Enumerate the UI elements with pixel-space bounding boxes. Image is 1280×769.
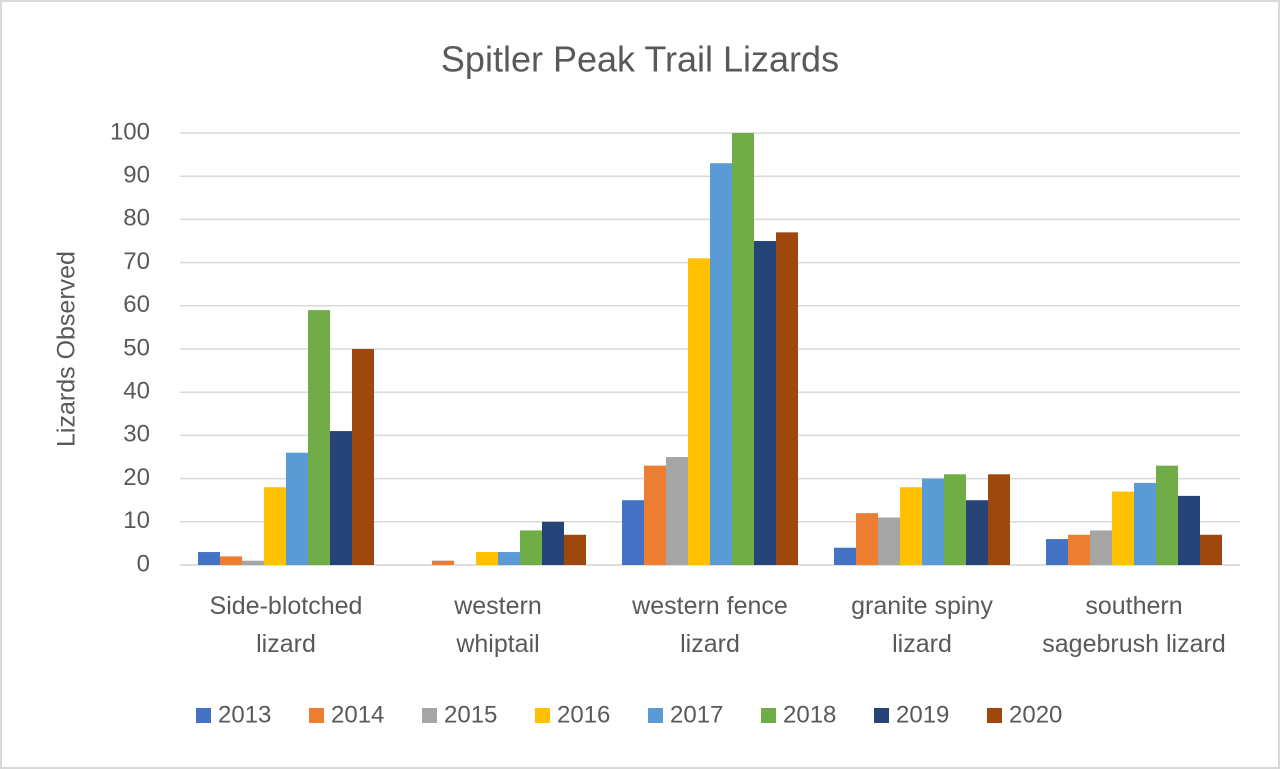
bar — [988, 474, 1010, 565]
bar — [264, 487, 286, 565]
bar — [286, 452, 308, 565]
y-tick-label: 80 — [123, 205, 150, 232]
bar — [900, 487, 922, 565]
legend-label: 2017 — [670, 701, 723, 728]
bar — [432, 560, 454, 565]
bar — [710, 163, 732, 566]
x-tick-label: western fence lizard — [632, 592, 788, 658]
x-tick-label: western whiptail — [454, 592, 542, 658]
bar — [666, 457, 688, 565]
legend-swatch — [987, 708, 1002, 723]
bar — [498, 552, 520, 565]
bar — [1156, 465, 1178, 565]
legend-label: 2016 — [557, 701, 610, 728]
bar — [776, 232, 798, 566]
bar — [564, 534, 586, 565]
x-tick-label: southern sagebrush lizard — [1042, 592, 1226, 658]
bar — [1178, 495, 1200, 565]
x-tick-label: Side-blotched lizard — [209, 592, 363, 658]
legend-label: 2015 — [444, 701, 497, 728]
bar — [1068, 534, 1090, 565]
legend-label: 2020 — [1009, 701, 1062, 728]
x-tick-label: granite spiny lizard — [851, 592, 993, 658]
bar — [330, 431, 352, 565]
bar — [1200, 534, 1222, 565]
legend-swatch — [535, 708, 550, 723]
bar — [1090, 530, 1112, 565]
bar — [754, 241, 776, 565]
legend-swatch — [309, 708, 324, 723]
bar — [242, 560, 264, 565]
y-tick-label: 70 — [123, 248, 150, 275]
bar — [542, 521, 564, 565]
bar — [878, 517, 900, 565]
bar — [520, 530, 542, 565]
legend-label: 2013 — [218, 701, 271, 728]
y-tick-label: 90 — [123, 162, 150, 189]
bar — [966, 500, 988, 565]
bar — [732, 133, 754, 565]
legend-swatch — [874, 708, 889, 723]
bar — [352, 349, 374, 565]
y-tick-label: 100 — [110, 118, 150, 145]
y-tick-label: 0 — [137, 550, 150, 577]
legend-swatch — [648, 708, 663, 723]
bar — [1112, 491, 1134, 565]
y-tick-label: 40 — [123, 378, 150, 405]
bar — [922, 478, 944, 565]
bar — [688, 258, 710, 565]
legend-label: 2014 — [331, 701, 384, 728]
chart-title: Spitler Peak Trail Lizards — [441, 39, 839, 80]
y-tick-label: 10 — [123, 507, 150, 534]
legend-swatch — [422, 708, 437, 723]
y-tick-label: 30 — [123, 421, 150, 448]
bar — [308, 310, 330, 565]
bar — [834, 547, 856, 565]
bar — [944, 474, 966, 565]
legend-label: 2018 — [783, 701, 836, 728]
bar — [856, 513, 878, 565]
y-tick-label: 60 — [123, 291, 150, 318]
bar — [1134, 482, 1156, 565]
legend-swatch — [761, 708, 776, 723]
bar — [198, 552, 220, 565]
legend-label: 2019 — [896, 701, 949, 728]
y-axis-label: Lizards Observed — [53, 251, 81, 447]
bar — [476, 552, 498, 565]
y-tick-label: 50 — [123, 334, 150, 361]
bar — [1046, 539, 1068, 565]
legend-swatch — [196, 708, 211, 723]
bar — [622, 500, 644, 565]
bar — [220, 556, 242, 565]
y-tick-label: 20 — [123, 464, 150, 491]
bar — [644, 465, 666, 565]
